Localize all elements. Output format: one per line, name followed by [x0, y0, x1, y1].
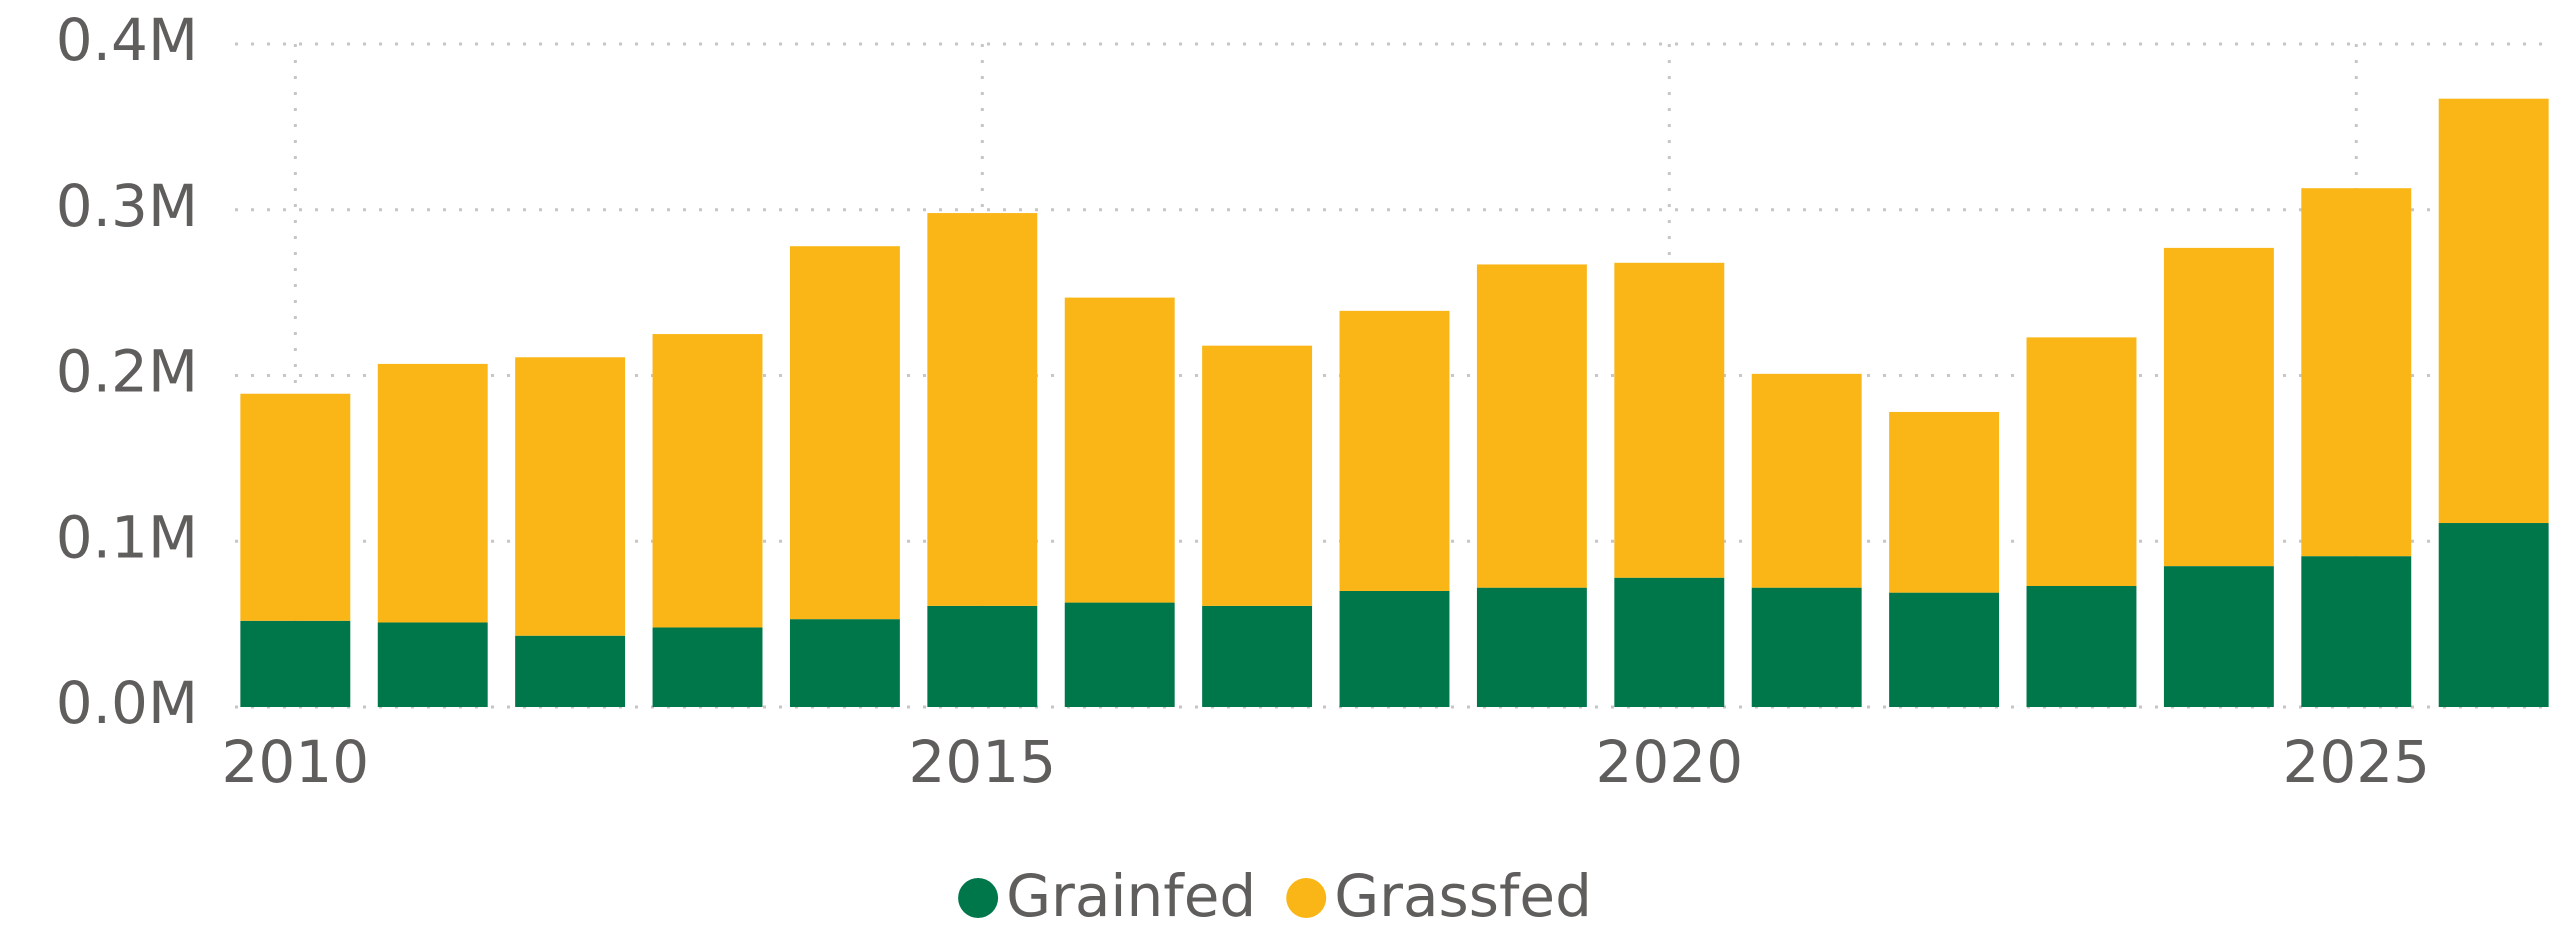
bar-segment	[789, 619, 900, 707]
y-tick-label: 0.1M	[56, 503, 198, 571]
bar-segment	[927, 605, 1038, 707]
y-tick-label: 0.0M	[56, 669, 198, 737]
bar-segment	[927, 213, 1038, 606]
bar-segment	[1751, 587, 1862, 707]
bar-segment	[1339, 590, 1450, 707]
bar-segment	[1476, 587, 1587, 707]
bar-segment	[1202, 345, 1313, 606]
x-tick-label: 2025	[2282, 728, 2430, 796]
bar-segment	[789, 246, 900, 620]
legend-label: Grassfed	[1334, 862, 1592, 930]
y-tick-label: 0.2M	[56, 338, 198, 406]
bar-segment	[1614, 577, 1725, 707]
bar-segment	[1614, 262, 1725, 578]
bar-segment	[2301, 188, 2412, 557]
x-tick-label: 2010	[222, 728, 370, 796]
bar-segment	[652, 334, 763, 628]
bar-segment	[1751, 373, 1862, 588]
bar-segment	[240, 620, 351, 707]
bar-segment	[515, 357, 626, 636]
bar-segment	[2163, 247, 2274, 567]
bar-segment	[377, 622, 488, 707]
x-tick-label: 2020	[1595, 728, 1743, 796]
bar-segment	[515, 635, 626, 707]
x-tick-label: 2015	[909, 728, 1057, 796]
bar-segment	[2438, 523, 2549, 707]
legend-marker	[958, 878, 999, 918]
bar-segment	[2163, 566, 2274, 707]
bar-segment	[1476, 264, 1587, 588]
y-tick-label: 0.3M	[56, 172, 198, 240]
bar-segment	[1064, 297, 1175, 603]
bar-segment	[1202, 605, 1313, 707]
legend-label: Grainfed	[1006, 862, 1256, 930]
bar-segment	[2301, 556, 2412, 707]
bars	[240, 98, 2549, 707]
bar-segment	[1889, 592, 2000, 707]
y-tick-label: 0.4M	[56, 6, 198, 74]
bar-segment	[1064, 602, 1175, 707]
bar-segment	[2026, 337, 2137, 587]
bar-segment	[377, 363, 488, 623]
bar-segment	[652, 627, 763, 707]
bar-segment	[2438, 98, 2549, 524]
bar-segment	[240, 393, 351, 621]
bar-segment	[2026, 586, 2137, 707]
bar-segment	[1339, 310, 1450, 591]
legend-marker	[1286, 878, 1327, 918]
bar-segment	[1889, 411, 2000, 593]
